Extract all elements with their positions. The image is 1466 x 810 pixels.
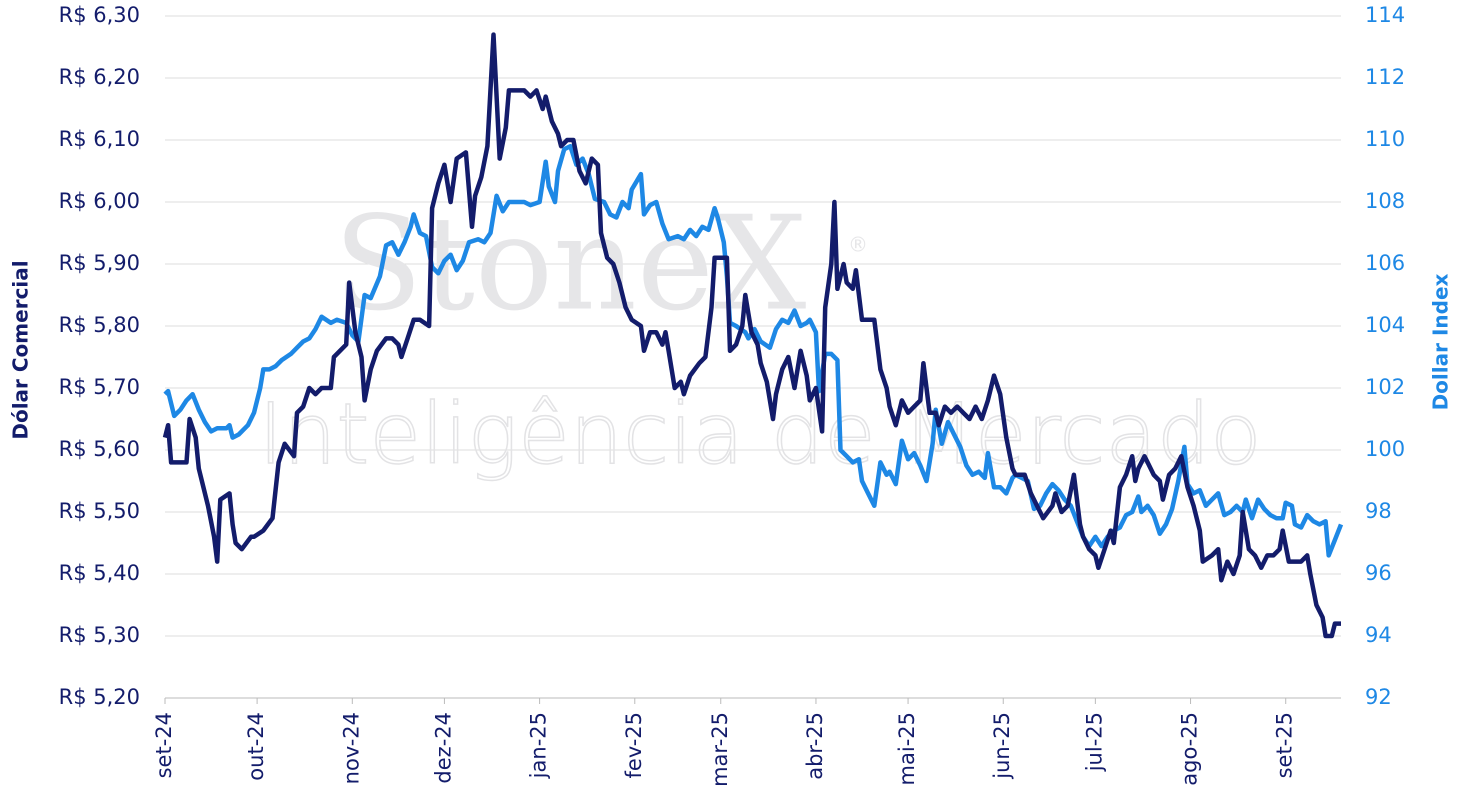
x-tick-label: jun-25 <box>990 712 1014 780</box>
y-tick-label: R$ 5,20 <box>59 685 140 709</box>
y-tick-label: R$ 6,20 <box>59 65 140 89</box>
y2-tick-label: 92 <box>1365 685 1392 709</box>
y-tick-label: R$ 5,90 <box>59 251 140 275</box>
y-tick-label: R$ 5,70 <box>59 375 140 399</box>
y2-tick-label: 110 <box>1365 127 1405 151</box>
x-tick-label: mai-25 <box>895 712 919 785</box>
y2-tick-label: 96 <box>1365 561 1392 585</box>
y2-tick-label: 104 <box>1365 313 1405 337</box>
x-tick-label: ago-25 <box>1178 712 1202 786</box>
y2-tick-label: 112 <box>1365 65 1405 89</box>
x-tick-label: abr-25 <box>803 712 827 780</box>
watermark: ® <box>848 233 868 257</box>
y2-tick-label: 102 <box>1365 375 1405 399</box>
y-tick-label: R$ 5,40 <box>59 561 140 585</box>
y2-tick-label: 94 <box>1365 623 1392 647</box>
x-tick-label: dez-24 <box>431 712 455 784</box>
x-tick-label: nov-24 <box>339 712 363 784</box>
y-tick-label: R$ 6,10 <box>59 127 140 151</box>
y2-tick-label: 100 <box>1365 437 1405 461</box>
watermark: StoneX <box>334 188 807 340</box>
y-tick-label: R$ 5,60 <box>59 437 140 461</box>
x-tick-label: out-24 <box>244 712 268 781</box>
x-tick-label: jan-25 <box>527 712 551 779</box>
line-series <box>162 32 1341 639</box>
y-tick-label: R$ 5,30 <box>59 623 140 647</box>
y2-tick-label: 108 <box>1365 189 1405 213</box>
watermark: Inteligência de Mercado <box>258 385 1261 483</box>
x-tick-label: jul-25 <box>1082 712 1106 772</box>
y-tick-label: R$ 6,00 <box>59 189 140 213</box>
y2-tick-label: 106 <box>1365 251 1405 275</box>
y2-axis-title: Dollar Index <box>1429 273 1453 410</box>
line-series <box>163 143 1344 558</box>
x-tick-label: mar-25 <box>708 712 732 787</box>
y2-tick-label: 114 <box>1365 3 1405 27</box>
x-tick-label: set-24 <box>152 712 176 778</box>
x-tick-label: fev-25 <box>622 712 646 778</box>
y-axis-title: Dólar Comercial <box>9 260 33 439</box>
y-tick-label: R$ 5,50 <box>59 499 140 523</box>
y2-tick-label: 98 <box>1365 499 1392 523</box>
y-tick-label: R$ 6,30 <box>59 3 140 27</box>
y-tick-label: R$ 5,80 <box>59 313 140 337</box>
x-tick-label: set-25 <box>1273 712 1297 778</box>
